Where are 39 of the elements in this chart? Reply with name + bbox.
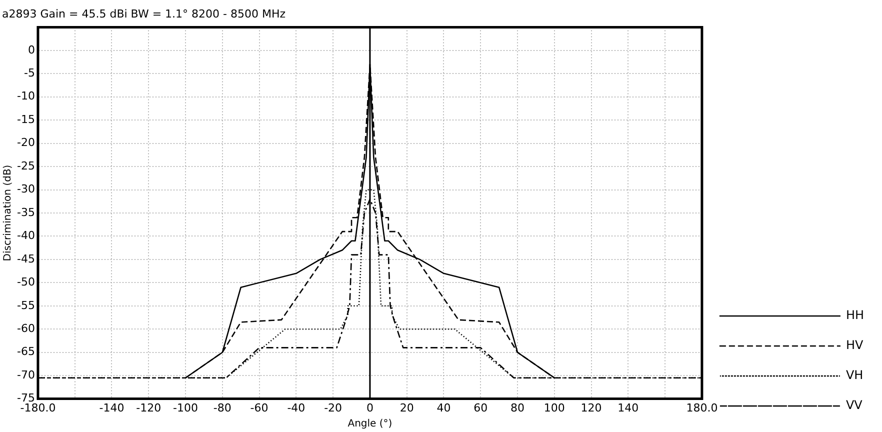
y-tick-label: -35	[17, 206, 35, 219]
x-tick-label: -40	[287, 401, 306, 414]
y-tick-label: -40	[17, 229, 35, 242]
y-axis-title: Discrimination (dB)	[2, 164, 14, 262]
chart-title: a2893 Gain = 45.5 dBi BW = 1.1° 8200 - 8500 MHz	[2, 7, 286, 20]
x-tick-label: 140	[618, 401, 639, 414]
y-tick-label: -65	[17, 345, 35, 358]
x-axis-title: Angle (°)	[348, 418, 392, 430]
x-tick-label: -80	[213, 401, 232, 414]
text: HH	[846, 308, 864, 322]
y-tick-label: -20	[17, 136, 35, 150]
x-tick-label: -180.0	[20, 401, 56, 414]
x-tick-label: -140	[99, 401, 124, 414]
x-tick-label: 60	[474, 401, 488, 414]
text: VH	[846, 368, 864, 382]
y-tick-label: -50	[17, 276, 35, 289]
y-tick-label: -10	[17, 90, 35, 103]
x-tick-label: 40	[436, 401, 451, 414]
y-tick-label: -55	[17, 298, 35, 312]
y-tick-label: -60	[17, 322, 35, 335]
y-tick-label: -15	[17, 112, 35, 126]
x-tick-label: 20	[400, 401, 414, 414]
y-tick-label: -25	[17, 159, 35, 172]
x-tick-label: 80	[510, 401, 525, 414]
y-tick-label: -30	[17, 182, 35, 196]
text: VV	[846, 398, 864, 412]
x-tick-label: -20	[324, 401, 342, 414]
x-tick-label: -60	[250, 401, 268, 414]
y-tick-label: -45	[17, 252, 35, 266]
y-tick-label: 0	[28, 43, 35, 56]
x-tick-label: -100	[173, 401, 198, 414]
x-tick-label: -120	[136, 401, 162, 414]
x-tick-label: 0	[366, 401, 374, 414]
y-tick-label: -70	[17, 368, 35, 382]
text: HV	[846, 338, 864, 352]
x-tick-label: 120	[580, 401, 602, 414]
x-tick-label: 100	[544, 401, 565, 414]
y-tick-label: -5	[24, 66, 35, 80]
x-tick-label: 180.0	[686, 401, 718, 414]
